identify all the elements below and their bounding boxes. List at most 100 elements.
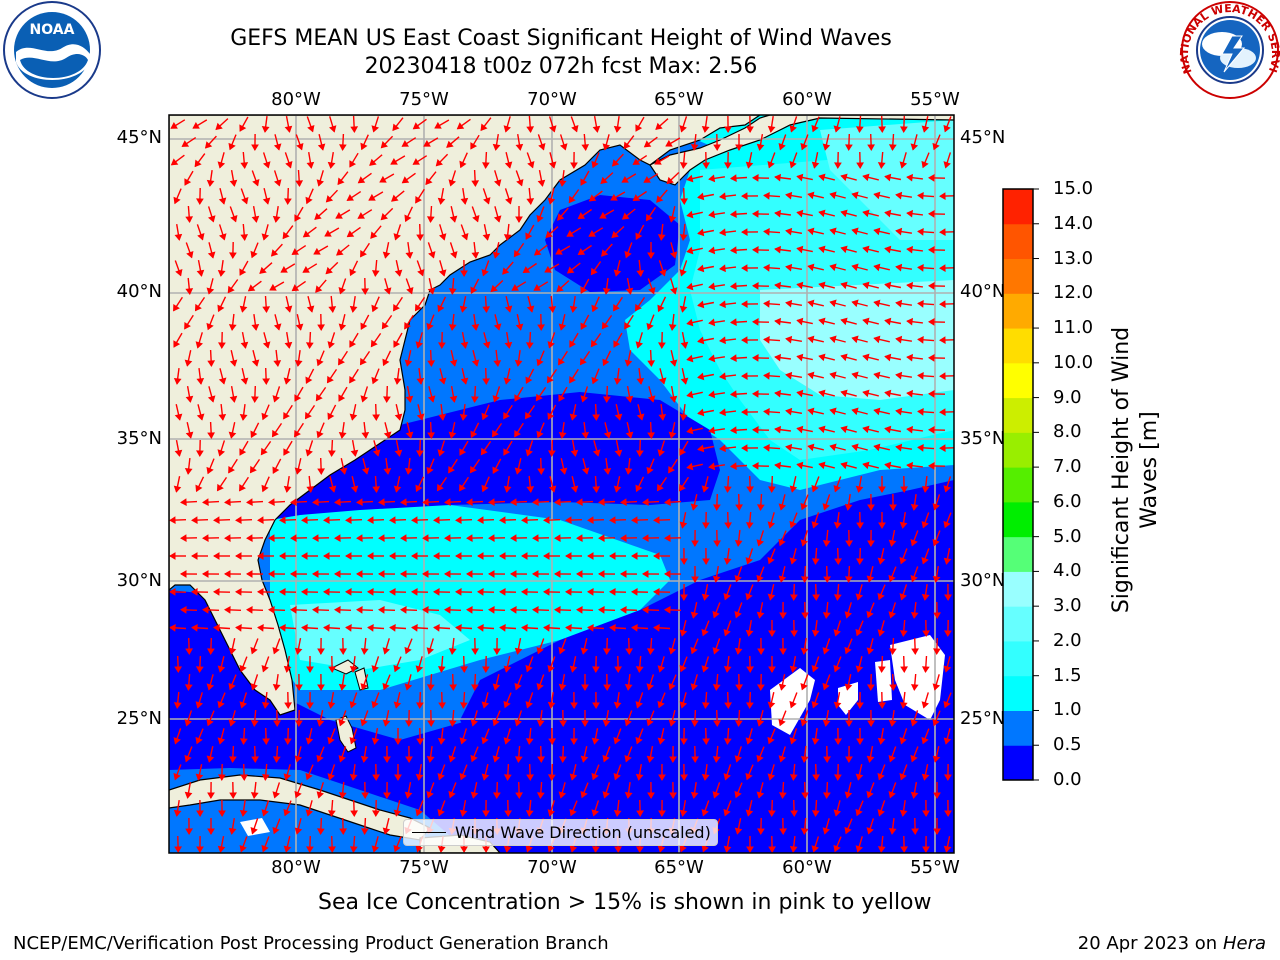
wave-arrow-head xyxy=(482,666,490,673)
wave-arrow-head xyxy=(921,557,929,565)
wave-arrow-head xyxy=(173,702,182,709)
wave-arrow-head xyxy=(502,267,510,275)
wave-arrow-head xyxy=(591,376,599,385)
colorbar-segment xyxy=(1003,745,1033,781)
wave-arrow-head xyxy=(250,250,258,259)
wave-arrow-head xyxy=(283,412,290,420)
wave-arrow-head xyxy=(752,462,759,470)
wave-arrow-head xyxy=(878,702,886,709)
wave-arrow-head xyxy=(400,498,407,506)
wave-arrow-head xyxy=(922,630,930,637)
wave-arrow-head xyxy=(767,593,776,601)
colorbar-tick-label: 10.0 xyxy=(1053,351,1094,373)
wave-arrow-head xyxy=(587,623,594,632)
wave-arrow-head xyxy=(840,245,848,254)
wave-arrow-head xyxy=(708,390,716,399)
wave-arrow-head xyxy=(196,413,205,421)
wave-arrow-head xyxy=(503,448,511,456)
wave-arrow-head xyxy=(822,143,831,151)
wave-arrow-head xyxy=(943,557,952,565)
wave-arrow-head xyxy=(229,179,238,187)
wave-arrow-head xyxy=(338,287,346,295)
wave-arrow-head xyxy=(933,828,941,835)
wave-arrow-head xyxy=(603,684,611,691)
wave-arrow-head xyxy=(314,212,322,220)
wave-arrow-head xyxy=(745,592,753,601)
wave-arrow-head xyxy=(723,808,731,817)
wave-arrow-head xyxy=(895,443,903,452)
wave-arrow-head xyxy=(752,246,759,254)
wave-arrow-head xyxy=(668,682,676,691)
wave-arrow-head xyxy=(600,176,608,185)
wave-arrow-head xyxy=(455,552,462,560)
wave-arrow-head xyxy=(239,413,248,421)
wave-arrow-head xyxy=(851,407,859,416)
wave-arrow-head xyxy=(621,212,630,220)
wave-arrow-head xyxy=(356,606,363,614)
wave-arrow-head xyxy=(426,322,434,331)
wave-arrow-head xyxy=(536,647,544,655)
wave-arrow-head xyxy=(427,360,436,367)
wave-arrow-head xyxy=(877,737,886,745)
wave-arrow-head xyxy=(196,269,205,277)
wave-arrow-head xyxy=(580,395,589,403)
wave-arrow-head xyxy=(404,322,411,330)
wave-arrow-head xyxy=(932,503,940,511)
wave-arrow-head xyxy=(305,449,313,457)
wave-arrow-head xyxy=(382,827,391,835)
wind-wave-arrows xyxy=(169,115,954,853)
lon-label-bottom-65: 65°W xyxy=(654,857,704,878)
wave-arrow-head xyxy=(503,737,511,745)
wave-arrow-head xyxy=(657,449,666,457)
wave-arrow-head xyxy=(317,648,325,655)
wave-arrow-head xyxy=(752,318,759,326)
wave-arrow-head xyxy=(438,377,447,385)
wave-arrow-head xyxy=(252,179,260,187)
wave-arrow-head xyxy=(745,772,753,781)
wave-arrow-head xyxy=(257,516,264,524)
wave-arrow-head xyxy=(723,738,732,745)
wave-arrow-head xyxy=(371,665,379,673)
colorbar-segment xyxy=(1003,501,1033,538)
wave-arrow-head xyxy=(272,395,280,403)
wave-arrow-head xyxy=(877,809,885,817)
wave-arrow-head xyxy=(577,212,586,220)
wave-arrow-head xyxy=(724,126,732,133)
colorbar-frame xyxy=(1002,188,1034,781)
wave-arrow-head xyxy=(185,216,194,223)
wave-arrow-head xyxy=(580,322,588,330)
wave-arrow-head xyxy=(818,389,826,398)
wave-arrow-head xyxy=(680,377,689,385)
wave-arrow-head xyxy=(290,606,297,614)
wave-arrow-head xyxy=(579,357,587,366)
wave-arrow-head xyxy=(719,264,726,273)
colorbar-segment xyxy=(1003,710,1033,746)
wave-arrow-head xyxy=(587,588,594,596)
wave-arrow-head xyxy=(283,377,292,385)
wave-arrow-head xyxy=(390,158,398,165)
wave-arrow-head xyxy=(719,372,726,381)
wave-arrow-head xyxy=(240,162,249,169)
wave-arrow-head xyxy=(867,540,875,547)
wave-arrow-head xyxy=(196,378,205,385)
wave-arrow-head xyxy=(301,552,308,560)
wave-arrow-head xyxy=(325,195,334,203)
wave-arrow-head xyxy=(455,623,462,632)
colorbar-tick-label: 6.0 xyxy=(1053,490,1082,512)
wave-arrow-head xyxy=(943,700,951,709)
wave-arrow-head xyxy=(636,270,645,277)
wave-arrow-head xyxy=(708,282,716,291)
wave-arrow-head xyxy=(471,396,479,403)
wave-arrow-head xyxy=(173,737,181,745)
wave-arrow-head xyxy=(513,249,521,258)
wave-arrow-head xyxy=(895,263,903,272)
wave-arrow-head xyxy=(900,666,908,673)
wave-arrow-head xyxy=(778,683,787,691)
wave-arrow-head xyxy=(763,371,770,380)
wave-arrow-head xyxy=(679,269,687,277)
wave-arrow-head xyxy=(697,228,705,237)
wave-arrow-head xyxy=(547,665,555,673)
wave-arrow-head xyxy=(566,229,574,237)
wave-arrow-head xyxy=(282,231,290,240)
wave-arrow-head xyxy=(818,353,826,362)
